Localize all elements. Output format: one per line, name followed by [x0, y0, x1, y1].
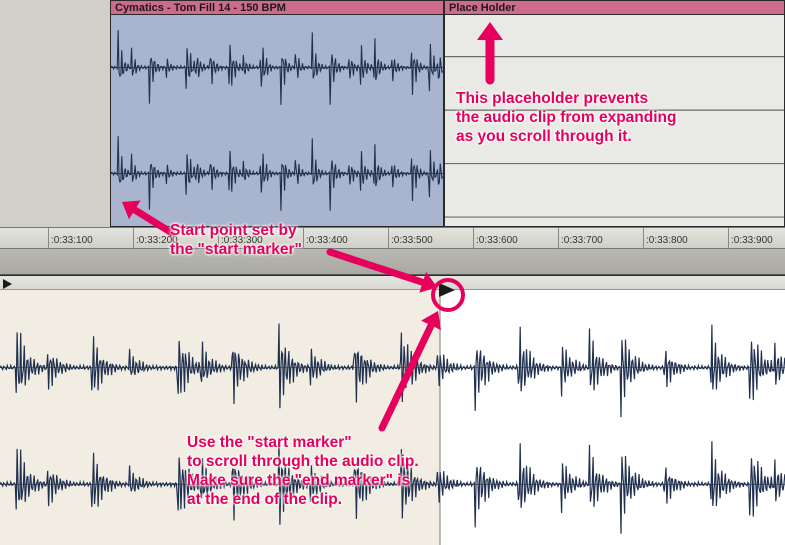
- timeline-ruler[interactable]: :0:33:100 :0:33:200 :0:33:300 :0:33:400 :0:3…: [0, 227, 785, 249]
- ruler-label: :0:33:600: [476, 235, 518, 246]
- ruler-label: :0:33:900: [731, 235, 773, 246]
- ruler-label: :0:33:100: [51, 235, 93, 246]
- start-marker[interactable]: [439, 283, 455, 297]
- clip-title: Place Holder: [445, 1, 784, 15]
- ruler-label: :0:33:200: [136, 235, 178, 246]
- ruler-label: :0:33:700: [561, 235, 603, 246]
- ruler-label: :0:33:500: [391, 235, 433, 246]
- play-icon[interactable]: [2, 277, 14, 289]
- clip2-title-text: Place Holder: [449, 2, 516, 14]
- ruler-label: :0:33:400: [306, 235, 348, 246]
- clip-title: Cymatics - Tom Fill 14 - 150 BPM: [111, 1, 443, 15]
- clip-waveform: [111, 15, 443, 226]
- panel-divider: [0, 249, 785, 275]
- placeholder-clip[interactable]: Place Holder: [444, 0, 785, 227]
- detail-waveform[interactable]: [0, 290, 785, 545]
- audio-clip[interactable]: Cymatics - Tom Fill 14 - 150 BPM: [110, 0, 444, 227]
- ruler-label: :0:33:800: [646, 235, 688, 246]
- detail-toolbar: [0, 276, 785, 290]
- clip1-title-text: Cymatics - Tom Fill 14 - 150 BPM: [115, 2, 286, 14]
- ruler-label: :0:33:300: [221, 235, 263, 246]
- clip-detail-view: [0, 275, 785, 545]
- arrangement-view: Cymatics - Tom Fill 14 - 150 BPM Place H…: [0, 0, 785, 227]
- placeholder-body: [445, 15, 784, 226]
